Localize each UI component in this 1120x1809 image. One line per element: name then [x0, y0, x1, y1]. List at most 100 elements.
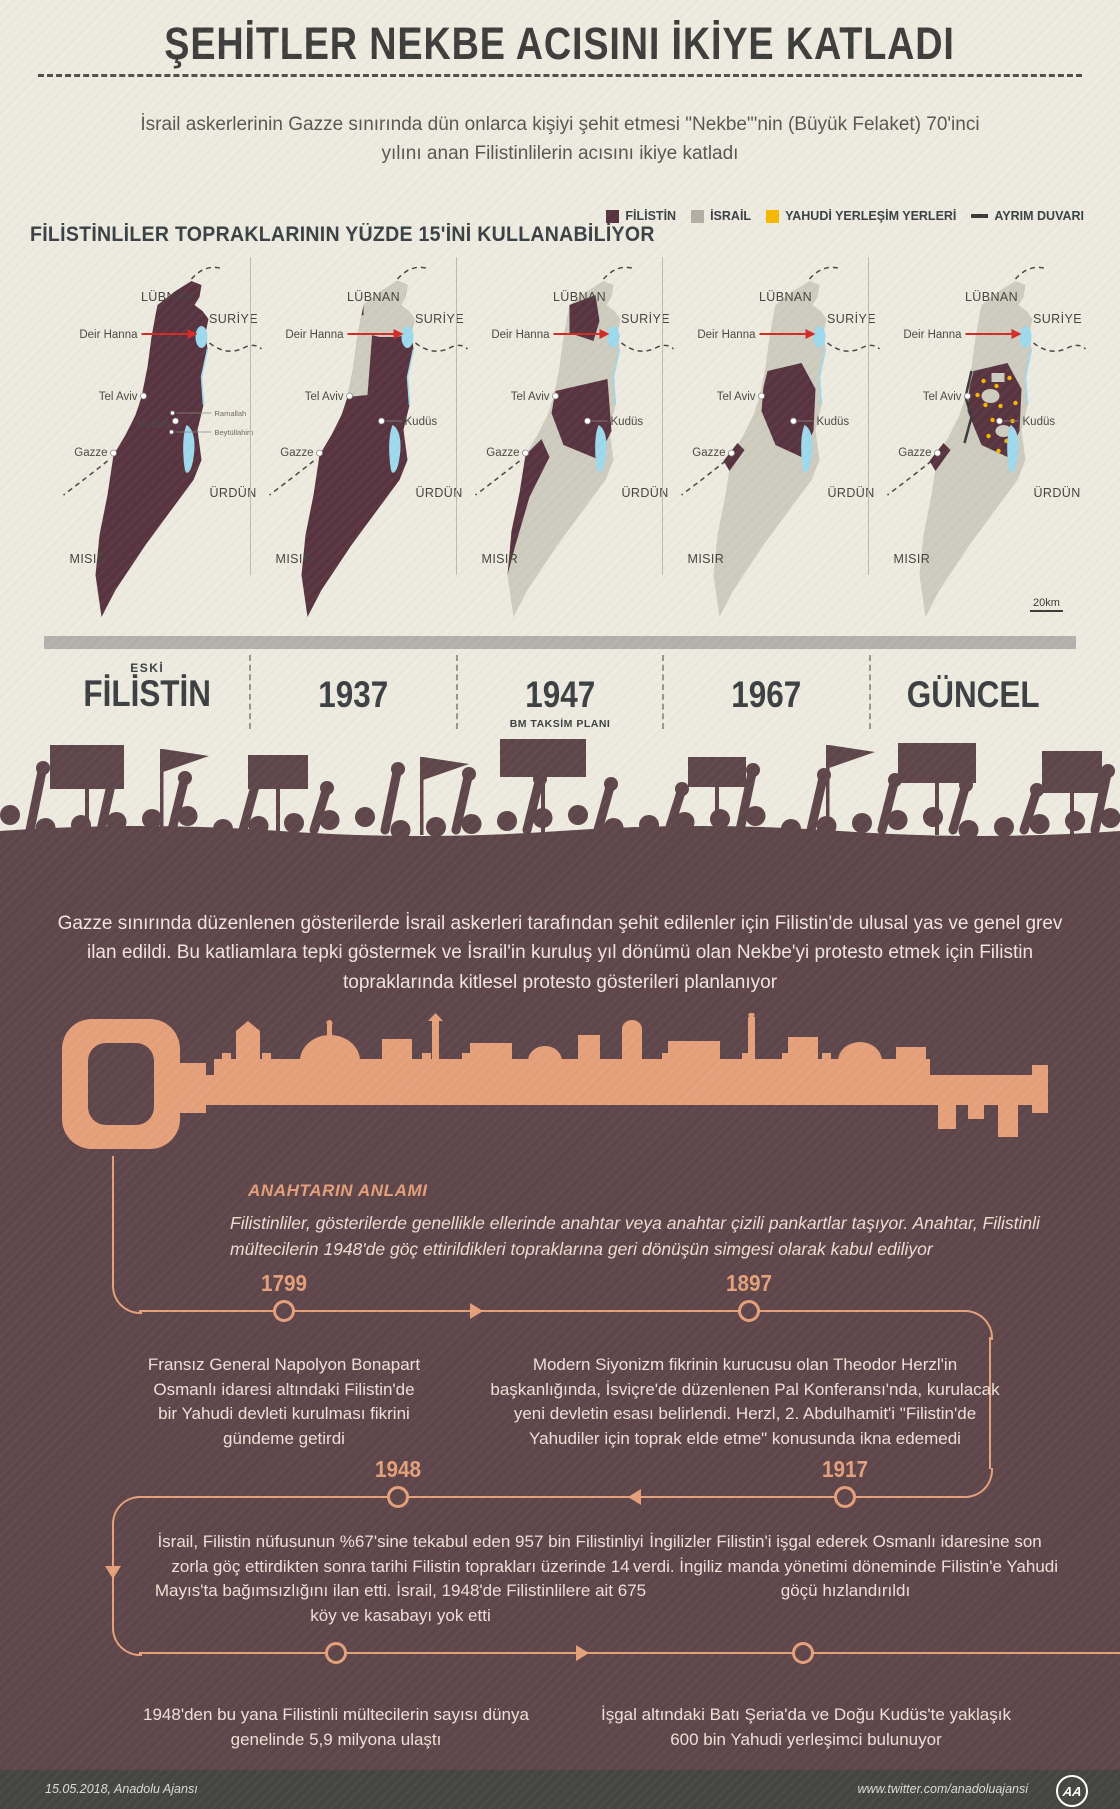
svg-text:SURİYE: SURİYE — [621, 312, 670, 326]
page-title: ŞEHİTLER NEKBE ACISINI İKİYE KATLADI — [164, 18, 956, 69]
svg-text:MISIR: MISIR — [894, 552, 931, 566]
svg-text:Ramallah: Ramallah — [215, 409, 247, 418]
footer-bar: 15.05.2018, Anadolu Ajansı www.twitter.c… — [0, 1770, 1120, 1809]
svg-text:Kudüs: Kudüs — [137, 418, 170, 430]
timeline-row3-line — [139, 1652, 1120, 1654]
palestine-map-current: LÜBNAN SURİYE Deir Hanna Tel Aviv Kudüs … — [887, 266, 1087, 617]
svg-text:SURİYE: SURİYE — [827, 312, 876, 326]
svg-text:Tel Aviv: Tel Aviv — [717, 391, 756, 403]
legend-item-separation-wall: AYRIM DUVARI — [971, 209, 1084, 223]
svg-text:Tel Aviv: Tel Aviv — [923, 391, 962, 403]
timeline-arrow-left-icon — [628, 1489, 641, 1505]
svg-text:Tel Aviv: Tel Aviv — [511, 391, 550, 403]
legend-item-israel: İSRAİL — [691, 209, 751, 223]
maps-baseline-bar — [44, 636, 1076, 649]
timeline-corner — [963, 1310, 993, 1340]
svg-text:SURİYE: SURİYE — [415, 312, 464, 326]
timeline-arrow-right-icon — [576, 1645, 589, 1661]
key-meaning-text: Filistinliler, gösterilerde genellikle e… — [230, 1212, 1040, 1259]
palestine-map-1967: LÜBNAN SURİYE Deir Hanna Tel Aviv Kudüs … — [681, 266, 881, 617]
map-panel-peel: LÜBNAN SURİYE Deir Hanna Tel Aviv Kudüs … — [251, 245, 469, 630]
svg-text:ÜRDÜN: ÜRDÜN — [1034, 486, 1081, 500]
dark-section: Gazze sınırında düzenlenen gösterilerde … — [0, 868, 1120, 1770]
map-panel-partition: LÜBNAN SURİYE Deir Hanna Tel Aviv Kudüs … — [457, 245, 675, 630]
palestine-map-full: LÜBNAN SURİYE Deir Hanna Tel Aviv Kudüs … — [63, 266, 263, 617]
gaza-paragraph: Gazze sınırında düzenlenen gösterilerde … — [57, 913, 1063, 993]
svg-text:Kudüs: Kudüs — [817, 416, 850, 428]
svg-text:LÜBNAN: LÜBNAN — [965, 290, 1018, 304]
svg-text:SURİYE: SURİYE — [209, 312, 258, 326]
era-1947: 1947 BM TAKSİM PLANI — [458, 655, 665, 730]
maps-section-heading: FİLİSTİNLİLER TOPRAKLARININ YÜZDE 15'İNİ… — [30, 223, 655, 247]
svg-text:ÜRDÜN: ÜRDÜN — [828, 486, 875, 500]
settlements-swatch-icon — [766, 209, 780, 223]
svg-text:Gazze: Gazze — [486, 447, 519, 459]
palestine-map-peel: LÜBNAN SURİYE Deir Hanna Tel Aviv Kudüs … — [269, 266, 469, 617]
timeline-node-settlers — [792, 1642, 814, 1664]
svg-text:ÜRDÜN: ÜRDÜN — [210, 486, 257, 500]
svg-text:MISIR: MISIR — [276, 552, 313, 566]
map-panel-1967: LÜBNAN SURİYE Deir Hanna Tel Aviv Kudüs … — [663, 245, 881, 630]
timeline-node-1917 — [834, 1486, 856, 1508]
svg-text:Gazze: Gazze — [898, 447, 931, 459]
timeline-arrow-right-icon — [470, 1303, 483, 1319]
svg-text:ÜRDÜN: ÜRDÜN — [416, 486, 463, 500]
svg-text:LÜBNAN: LÜBNAN — [553, 290, 606, 304]
protest-crowd-illustration — [0, 739, 1120, 870]
svg-text:ÜRDÜN: ÜRDÜN — [622, 486, 669, 500]
era-old-palestine: ESKİ FİLİSTİN — [45, 655, 252, 729]
timeline-year: 1948 — [374, 1456, 422, 1482]
header: ŞEHİTLER NEKBE ACISINI İKİYE KATLADI — [0, 18, 1120, 70]
map-eras-row: ESKİ FİLİSTİN 1937 1947 BM TAKSİM PLANI … — [45, 655, 1075, 730]
svg-text:Gazze: Gazze — [74, 447, 107, 459]
map-legend: FİLİSTİN İSRAİL YAHUDİ YERLEŞİM YERLERİ … — [606, 209, 1084, 223]
timeline-connector — [989, 1337, 991, 1469]
svg-text:MISIR: MISIR — [688, 552, 725, 566]
svg-text:Deir Hanna: Deir Hanna — [697, 329, 756, 341]
timeline-node-1799 — [273, 1300, 295, 1322]
key-meaning-heading: ANAHTARIN ANLAMI — [248, 1181, 428, 1200]
legend-item-palestine: FİLİSTİN — [606, 209, 676, 223]
timeline-arrow-down-icon — [105, 1566, 121, 1579]
legend-item-settlements: YAHUDİ YERLEŞİM YERLERİ — [766, 209, 956, 223]
svg-text:Kudüs: Kudüs — [611, 416, 644, 428]
footer-twitter-url[interactable]: www.twitter.com/anadoluajansi — [857, 1782, 1028, 1796]
timeline-year: 1799 — [260, 1270, 308, 1296]
timeline-row1-line — [139, 1310, 965, 1312]
timeline-node-1897 — [738, 1300, 760, 1322]
timeline-corner — [112, 1496, 142, 1526]
svg-text:Beytüllahim: Beytüllahim — [215, 428, 254, 437]
svg-text:Tel Aviv: Tel Aviv — [305, 391, 344, 403]
anadolu-agency-logo-icon: AA — [1056, 1775, 1088, 1807]
svg-text:SURİYE: SURİYE — [1033, 312, 1082, 326]
footer-date: 15.05.2018, Anadolu Ajansı — [45, 1782, 198, 1796]
timeline-corner — [963, 1468, 993, 1498]
map-scale-label: 20km — [1030, 597, 1063, 612]
svg-text:Kudüs: Kudüs — [1023, 416, 1056, 428]
palestine-map-partition: LÜBNAN SURİYE Deir Hanna Tel Aviv Kudüs … — [475, 266, 675, 617]
timeline-event-text: İsrail, Filistin nüfusunun %67'sine teka… — [154, 1532, 647, 1625]
era-1937: 1937 — [251, 655, 458, 729]
timeline-row2-line — [139, 1496, 964, 1498]
map-panel-full: LÜBNAN SURİYE Deir Hanna Tel Aviv Kudüs … — [45, 245, 263, 630]
historical-maps-row: LÜBNAN SURİYE Deir Hanna Tel Aviv Kudüs … — [45, 245, 1087, 630]
timeline-footnote: İşgal altındaki Batı Şeria'da ve Doğu Ku… — [600, 1705, 1011, 1749]
page-subtitle: İsrail askerlerinin Gazze sınırında dün … — [140, 114, 980, 164]
timeline-year: 1897 — [725, 1270, 773, 1296]
svg-text:Gazze: Gazze — [280, 447, 313, 459]
timeline-connector — [112, 1156, 114, 1284]
timeline-event-text: Fransız General Napolyon Bonapart Osmanl… — [147, 1355, 421, 1448]
svg-text:MISIR: MISIR — [482, 552, 519, 566]
svg-text:Deir Hanna: Deir Hanna — [79, 329, 138, 341]
timeline-footnote: 1948'den bu yana Filistinli mültecilerin… — [143, 1705, 529, 1749]
svg-text:Deir Hanna: Deir Hanna — [903, 329, 962, 341]
map-panel-current: LÜBNAN SURİYE Deir Hanna Tel Aviv Kudüs … — [869, 245, 1087, 630]
timeline-event-text: İngilizler Filistin'i işgal ederek Osman… — [633, 1532, 1059, 1601]
israel-swatch-icon — [691, 209, 705, 223]
svg-text:LÜBNAN: LÜBNAN — [141, 290, 194, 304]
timeline-corner — [112, 1626, 142, 1656]
svg-text:Deir Hanna: Deir Hanna — [285, 329, 344, 341]
svg-text:LÜBNAN: LÜBNAN — [347, 290, 400, 304]
title-divider — [38, 74, 1082, 77]
